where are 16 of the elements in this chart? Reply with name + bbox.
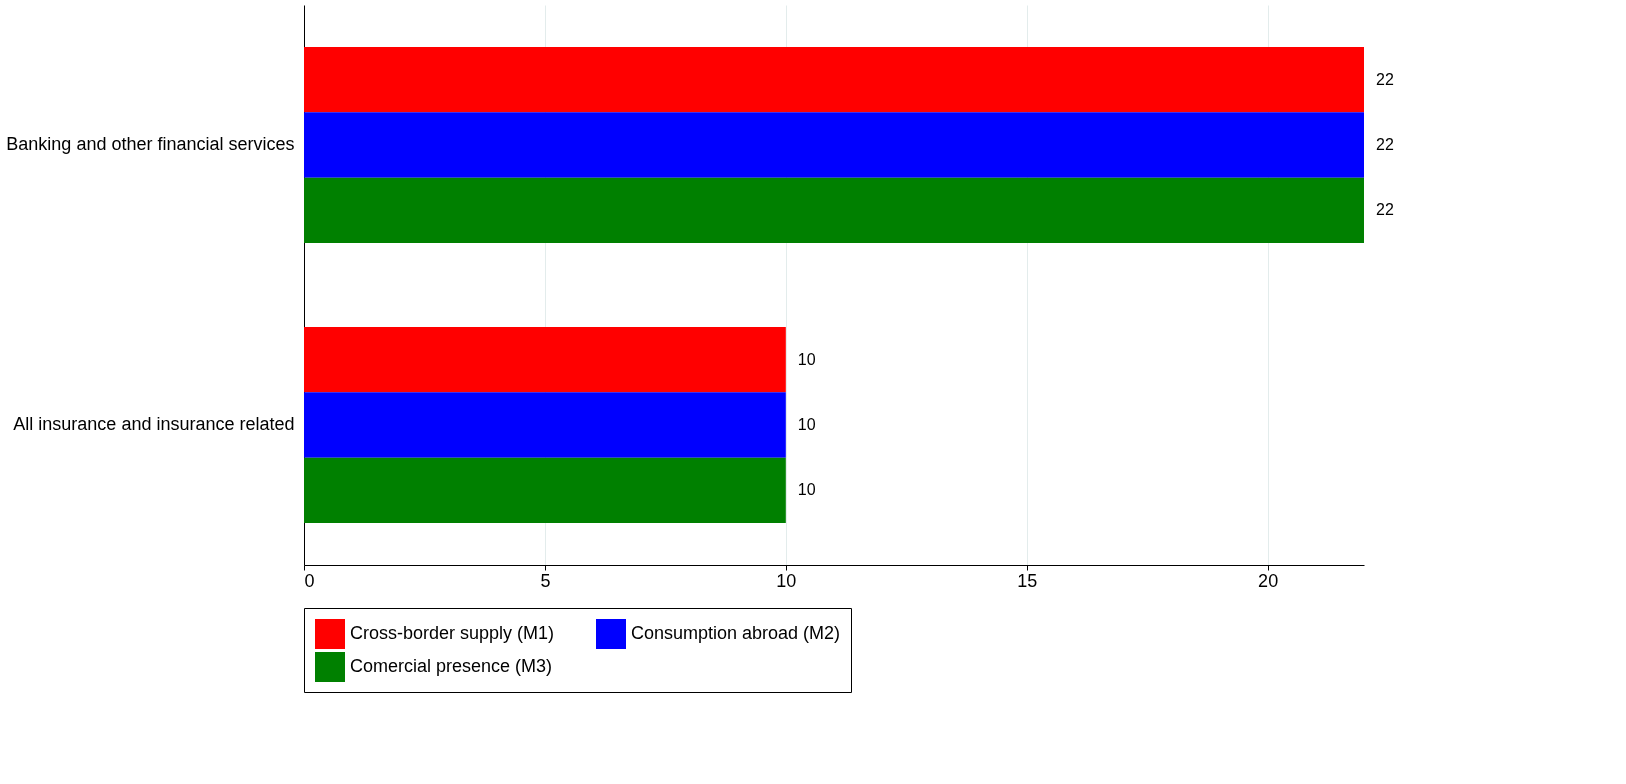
data-label: 22 — [1376, 201, 1394, 219]
x-tick-label: 5 — [540, 570, 551, 591]
legend-label: Comercial presence (M3) — [350, 656, 553, 676]
data-label: 10 — [797, 481, 816, 499]
x-tick-label: 20 — [1258, 570, 1279, 591]
data-label: 22 — [1376, 70, 1394, 88]
legend-label: Cross-border supply (M1) — [350, 623, 555, 643]
data-label: 10 — [797, 350, 816, 368]
data-label: 10 — [797, 416, 816, 433]
y-tick-label: All insurance and insurance related — [13, 414, 295, 434]
x-tick-label: 10 — [776, 570, 797, 591]
x-tick-label: 0 — [304, 570, 315, 591]
y-tick-label: Banking and other financial services — [6, 134, 295, 154]
x-tick-label: 15 — [1017, 570, 1038, 591]
data-label: 22 — [1376, 136, 1394, 153]
legend-label: Consumption abroad (M2) — [631, 623, 841, 643]
